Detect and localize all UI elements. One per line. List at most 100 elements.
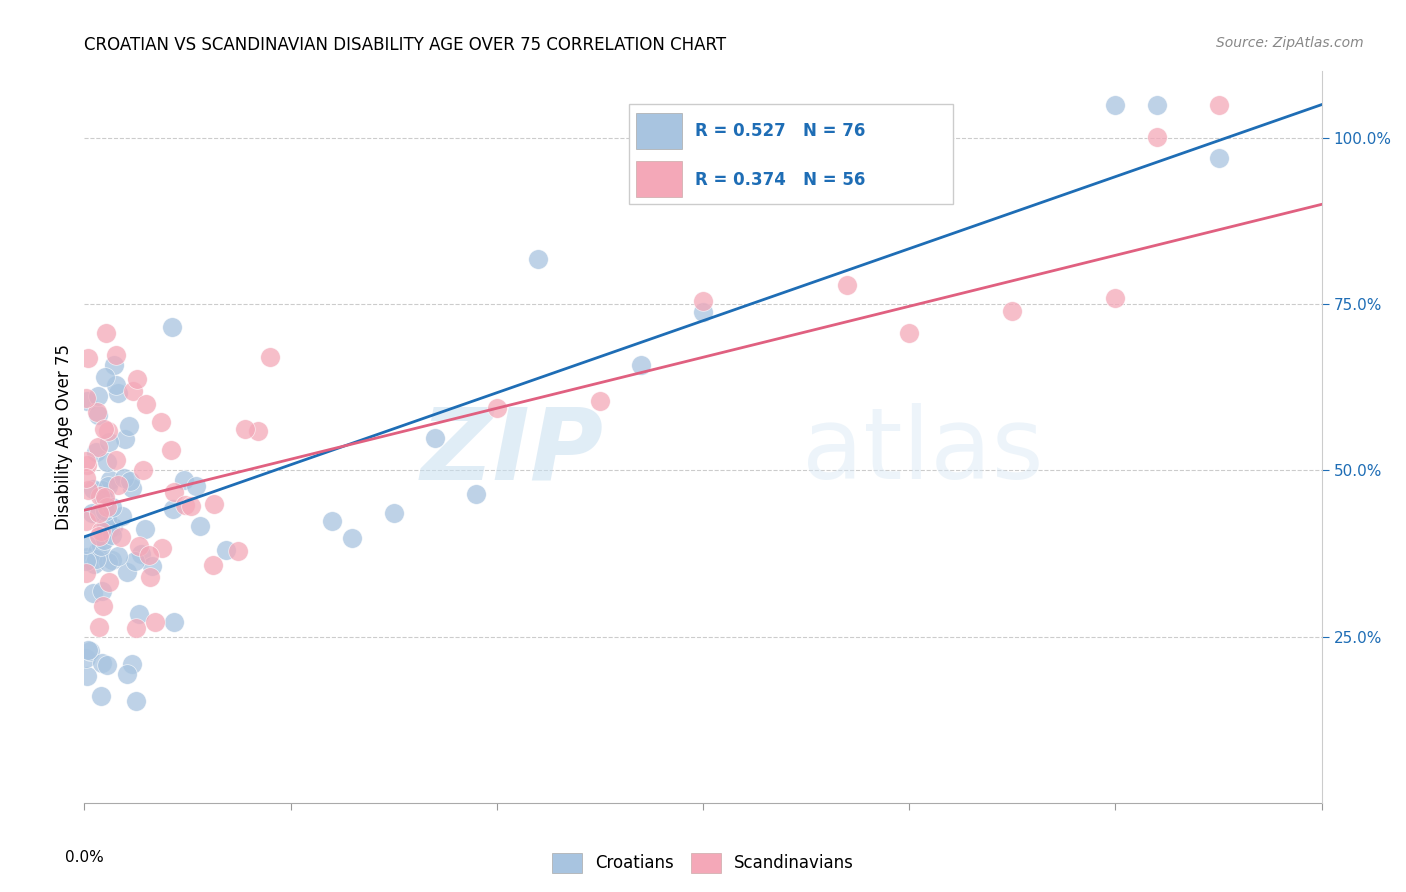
Point bbox=[125, 694, 148, 708]
Point bbox=[101, 519, 124, 533]
Point bbox=[124, 621, 146, 635]
Point bbox=[87, 529, 110, 543]
Point bbox=[90, 656, 112, 670]
Point bbox=[138, 549, 160, 563]
Point bbox=[527, 252, 550, 266]
Point bbox=[77, 643, 100, 657]
Point bbox=[692, 293, 714, 308]
Point bbox=[104, 348, 127, 362]
Point bbox=[247, 424, 270, 438]
Point bbox=[107, 477, 129, 491]
Point bbox=[93, 490, 115, 504]
Point bbox=[75, 554, 97, 568]
Point bbox=[692, 305, 714, 319]
Point bbox=[1104, 291, 1126, 305]
Point bbox=[1208, 151, 1230, 165]
Point bbox=[87, 440, 110, 454]
Point bbox=[162, 319, 184, 334]
Point bbox=[1146, 130, 1168, 145]
Point bbox=[188, 519, 211, 533]
Point bbox=[180, 499, 202, 513]
Text: R = 0.374   N = 56: R = 0.374 N = 56 bbox=[695, 170, 866, 188]
Point bbox=[321, 515, 343, 529]
Point bbox=[98, 473, 121, 487]
FancyBboxPatch shape bbox=[636, 113, 682, 149]
Point bbox=[150, 541, 173, 555]
Point bbox=[89, 506, 111, 520]
Point bbox=[143, 615, 166, 629]
Point bbox=[117, 419, 139, 434]
Point bbox=[129, 547, 152, 561]
Point bbox=[141, 559, 163, 574]
Point bbox=[94, 504, 117, 518]
Point bbox=[77, 351, 100, 366]
Point bbox=[898, 326, 921, 340]
Point bbox=[162, 502, 184, 516]
Point bbox=[630, 358, 652, 372]
Text: R = 0.527   N = 76: R = 0.527 N = 76 bbox=[695, 122, 866, 140]
Y-axis label: Disability Age Over 75: Disability Age Over 75 bbox=[55, 344, 73, 530]
Point bbox=[75, 514, 97, 528]
Point bbox=[173, 498, 195, 512]
Point bbox=[115, 565, 138, 579]
Point bbox=[162, 615, 184, 629]
Text: 0.0%: 0.0% bbox=[65, 850, 104, 865]
Point bbox=[342, 532, 364, 546]
Point bbox=[465, 487, 488, 501]
Point bbox=[79, 644, 101, 658]
Point bbox=[104, 453, 127, 467]
Point bbox=[233, 422, 256, 436]
Point bbox=[173, 473, 195, 487]
Point bbox=[90, 689, 112, 703]
Point bbox=[101, 552, 124, 566]
Point bbox=[89, 489, 111, 503]
Point bbox=[121, 384, 143, 398]
Point bbox=[76, 549, 98, 564]
Point bbox=[82, 483, 104, 497]
Point bbox=[163, 484, 186, 499]
Point bbox=[110, 530, 132, 544]
Point bbox=[423, 431, 446, 445]
Point bbox=[103, 358, 125, 372]
Point bbox=[1208, 97, 1230, 112]
Point bbox=[112, 470, 135, 484]
Point bbox=[90, 524, 112, 539]
Point bbox=[132, 463, 155, 477]
Point bbox=[90, 583, 112, 598]
Point bbox=[86, 545, 108, 559]
Point bbox=[202, 497, 225, 511]
FancyBboxPatch shape bbox=[636, 161, 682, 197]
Point bbox=[101, 500, 124, 514]
Point bbox=[83, 558, 105, 572]
Point bbox=[215, 543, 238, 558]
Point bbox=[226, 543, 249, 558]
Point bbox=[837, 278, 859, 293]
Point bbox=[75, 471, 97, 485]
Point bbox=[485, 401, 508, 416]
Point bbox=[96, 512, 118, 526]
Point bbox=[202, 558, 225, 573]
Point bbox=[82, 586, 104, 600]
Point bbox=[75, 566, 97, 580]
Point bbox=[93, 422, 115, 436]
Point bbox=[1146, 97, 1168, 112]
Point bbox=[87, 409, 110, 423]
Point bbox=[98, 435, 121, 450]
Point bbox=[121, 481, 143, 495]
Point bbox=[91, 599, 114, 614]
Point bbox=[96, 658, 118, 673]
Point bbox=[1104, 97, 1126, 112]
Point bbox=[96, 455, 118, 469]
Legend: Croatians, Scandinavians: Croatians, Scandinavians bbox=[546, 847, 860, 880]
Point bbox=[107, 549, 129, 563]
Point bbox=[111, 508, 134, 523]
Text: Source: ZipAtlas.com: Source: ZipAtlas.com bbox=[1216, 36, 1364, 50]
Point bbox=[107, 386, 129, 401]
Point bbox=[101, 527, 124, 541]
Point bbox=[128, 607, 150, 621]
Point bbox=[76, 393, 98, 408]
Point bbox=[114, 432, 136, 446]
Point bbox=[75, 391, 97, 405]
Point bbox=[76, 483, 98, 498]
Point bbox=[94, 519, 117, 533]
